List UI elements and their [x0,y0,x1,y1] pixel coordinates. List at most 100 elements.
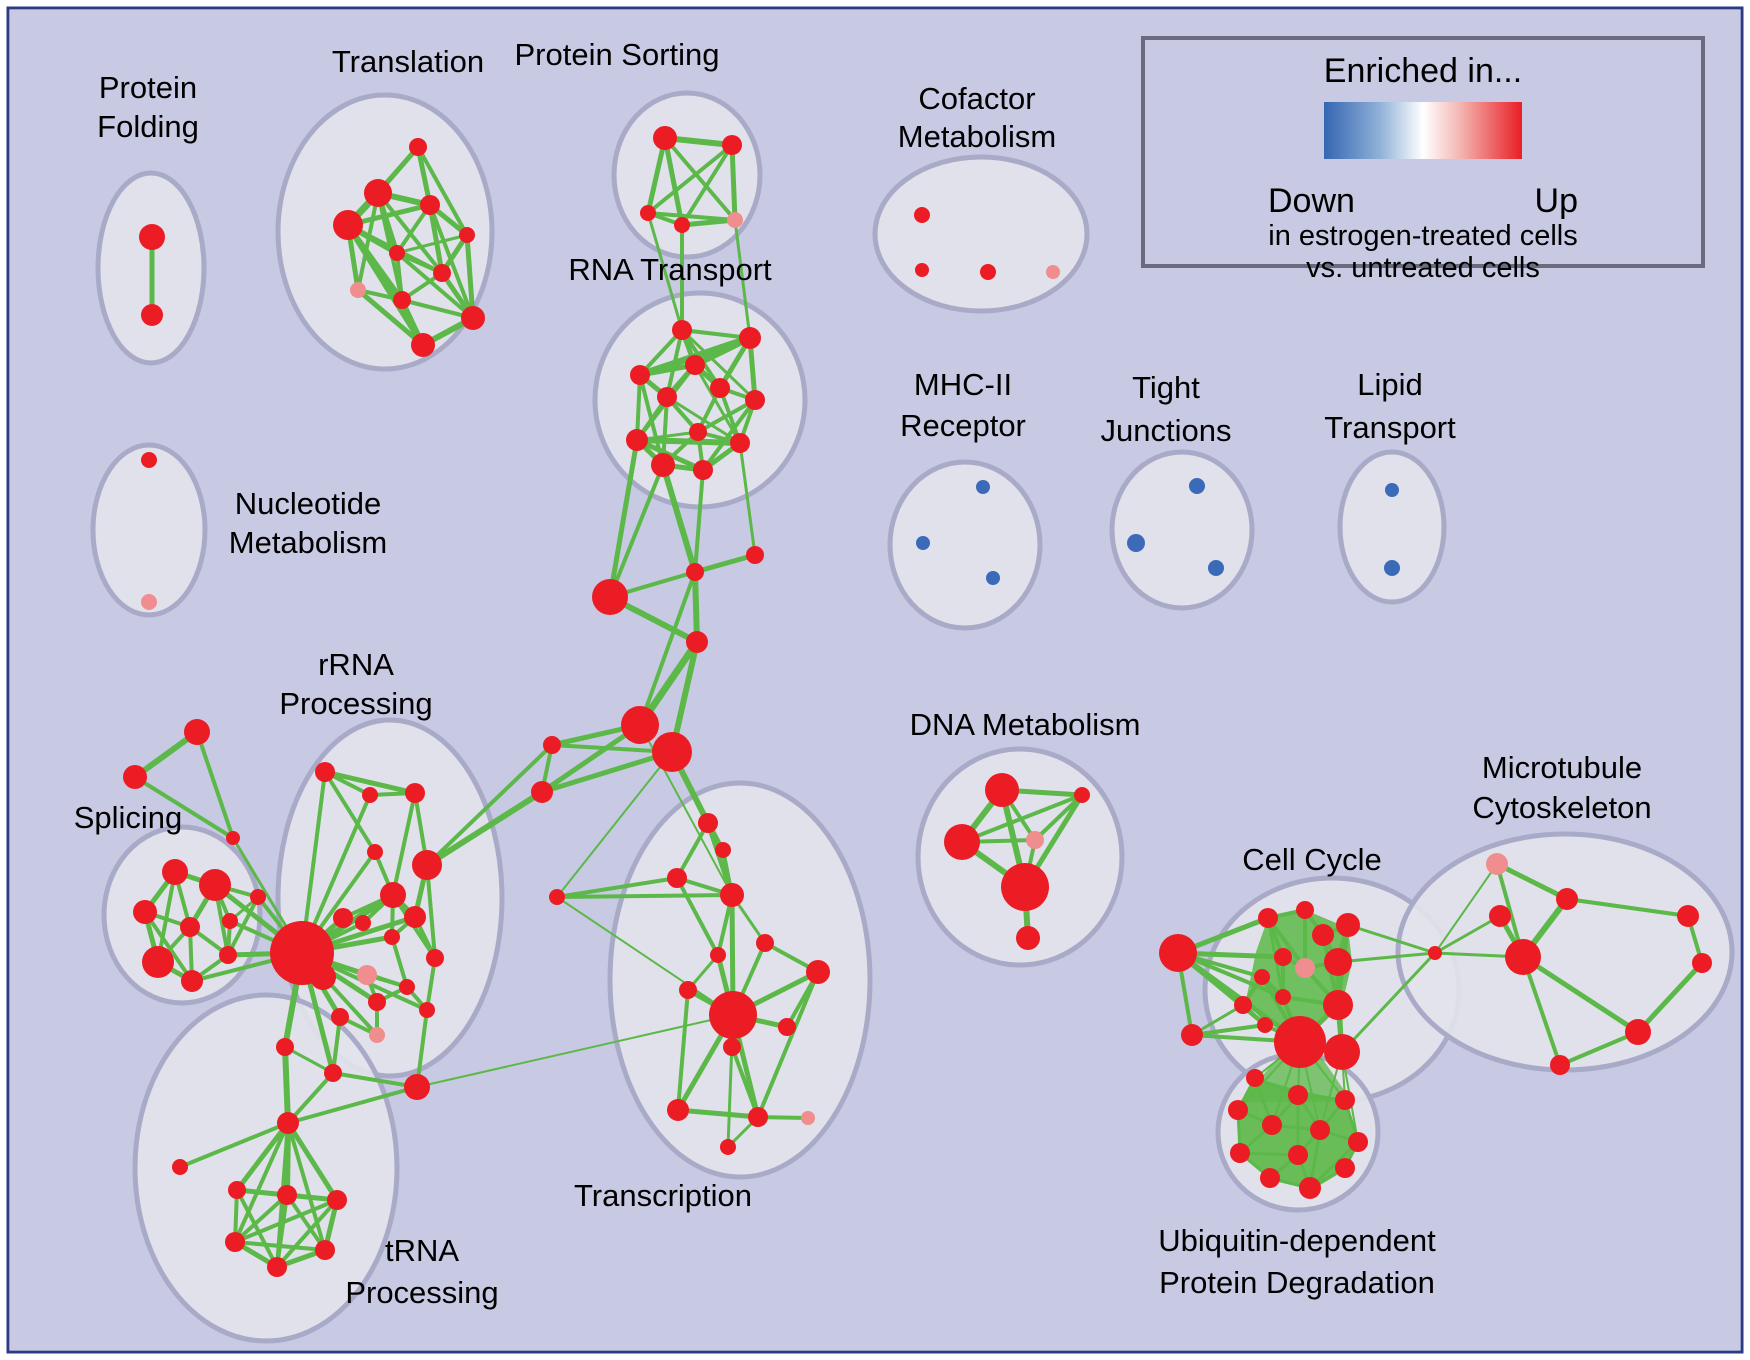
edge [646,212,684,331]
edge [680,143,734,227]
cluster-label-rrna-processing: Processing [279,686,432,721]
edge [738,442,757,556]
gene-set-node [986,571,1000,585]
gene-set-node [1254,969,1270,985]
gene-set-node [621,706,659,744]
edge [1434,914,1501,955]
legend-gradient-bar [1324,102,1522,159]
gene-set-node [315,762,335,782]
edge [425,743,554,867]
gene-set-node [1288,1145,1308,1165]
cluster-label-lipid-transport: Transport [1324,410,1456,445]
edge [961,793,1083,844]
cluster-label-trna-processing: tRNA [385,1233,459,1268]
cluster-ellipse-lipid-transport [1337,449,1447,605]
gene-set-node [640,205,656,221]
gene-set-node [1026,831,1044,849]
edge [195,731,235,839]
panel-frame [6,6,1744,1354]
gene-set-node [1299,1177,1321,1199]
gene-set-node [739,327,761,349]
edge [285,1193,327,1252]
edge [607,439,640,598]
cluster-ellipse-protein-sorting [611,90,763,260]
gene-set-node [331,1008,349,1026]
cluster-label-ubiquitin-degradation: Protein Degradation [1159,1265,1435,1300]
cluster-label-microtubule-cytoskeleton: Microtubule [1482,750,1642,785]
gene-set-node [801,1111,815,1125]
gene-set-node [333,908,353,928]
gene-set-node [531,781,553,803]
gene-set-node [1625,1019,1651,1045]
gene-set-node [720,1139,736,1155]
edge [1434,863,1498,954]
gene-set-node [461,306,485,330]
gene-set-node [405,783,425,803]
cluster-label-protein-folding: Folding [97,109,199,144]
gene-set-node [199,869,231,901]
gene-set-node [1296,901,1314,919]
gene-set-node [626,429,648,451]
gene-set-node [420,195,440,215]
edge [635,437,705,473]
gene-set-node [980,264,996,280]
gene-set-node [689,423,707,441]
gene-set-node [1348,1132,1368,1152]
edge [645,137,668,214]
gene-set-node [362,787,378,803]
cluster-label-translation: Translation [332,44,484,79]
edge [143,910,194,983]
edge [663,136,737,222]
gene-set-node [1550,1055,1570,1075]
gene-set-node [1275,989,1291,1005]
gene-set-node [746,546,764,564]
edge [286,1071,335,1125]
gene-set-node [1335,1090,1355,1110]
gene-set-node [1486,853,1508,875]
gene-set-node [1310,1120,1330,1140]
edge [756,971,820,1118]
edge [1347,923,1436,955]
edge [697,398,756,434]
edge [233,1193,289,1244]
edge [638,571,697,726]
edge [681,328,751,340]
edge [694,552,756,575]
cluster-label-rna-transport: RNA Transport [568,252,772,287]
gene-set-node [778,1018,796,1036]
edge [401,298,474,320]
edge [646,143,734,215]
gene-set-node [1677,905,1699,927]
gene-set-node [1074,787,1090,803]
gene-set-node [1295,958,1315,978]
edge [636,437,741,446]
edge [235,1189,279,1268]
gene-set-node [976,480,990,494]
gene-set-node [380,882,406,908]
gene-set-node [357,965,377,985]
cluster-label-protein-sorting: Protein Sorting [514,37,719,72]
gene-set-node [543,736,561,754]
edge [647,211,736,222]
gene-set-node [667,1099,689,1121]
gene-set-node [142,946,174,978]
edge [1308,1140,1360,1190]
edge [733,219,752,339]
gene-set-node [333,210,363,240]
edge [284,1045,334,1075]
gene-set-node [324,1064,342,1082]
gene-set-node [1262,1115,1282,1135]
gene-set-node [389,245,405,261]
gene-set-node [355,915,371,931]
legend-caption-line1: in estrogen-treated cells [1268,220,1578,252]
cluster-label-ubiquitin-degradation: Ubiquitin-dependent [1158,1223,1436,1258]
gene-set-node [806,960,830,984]
gene-set-node [404,1074,430,1100]
gene-set-node [162,859,188,885]
gene-set-node [1001,863,1049,911]
gene-set-node [686,631,708,653]
gene-set-node [277,1112,299,1134]
edge [390,936,409,988]
gene-set-node [693,460,713,480]
gene-set-node [1230,1143,1250,1163]
